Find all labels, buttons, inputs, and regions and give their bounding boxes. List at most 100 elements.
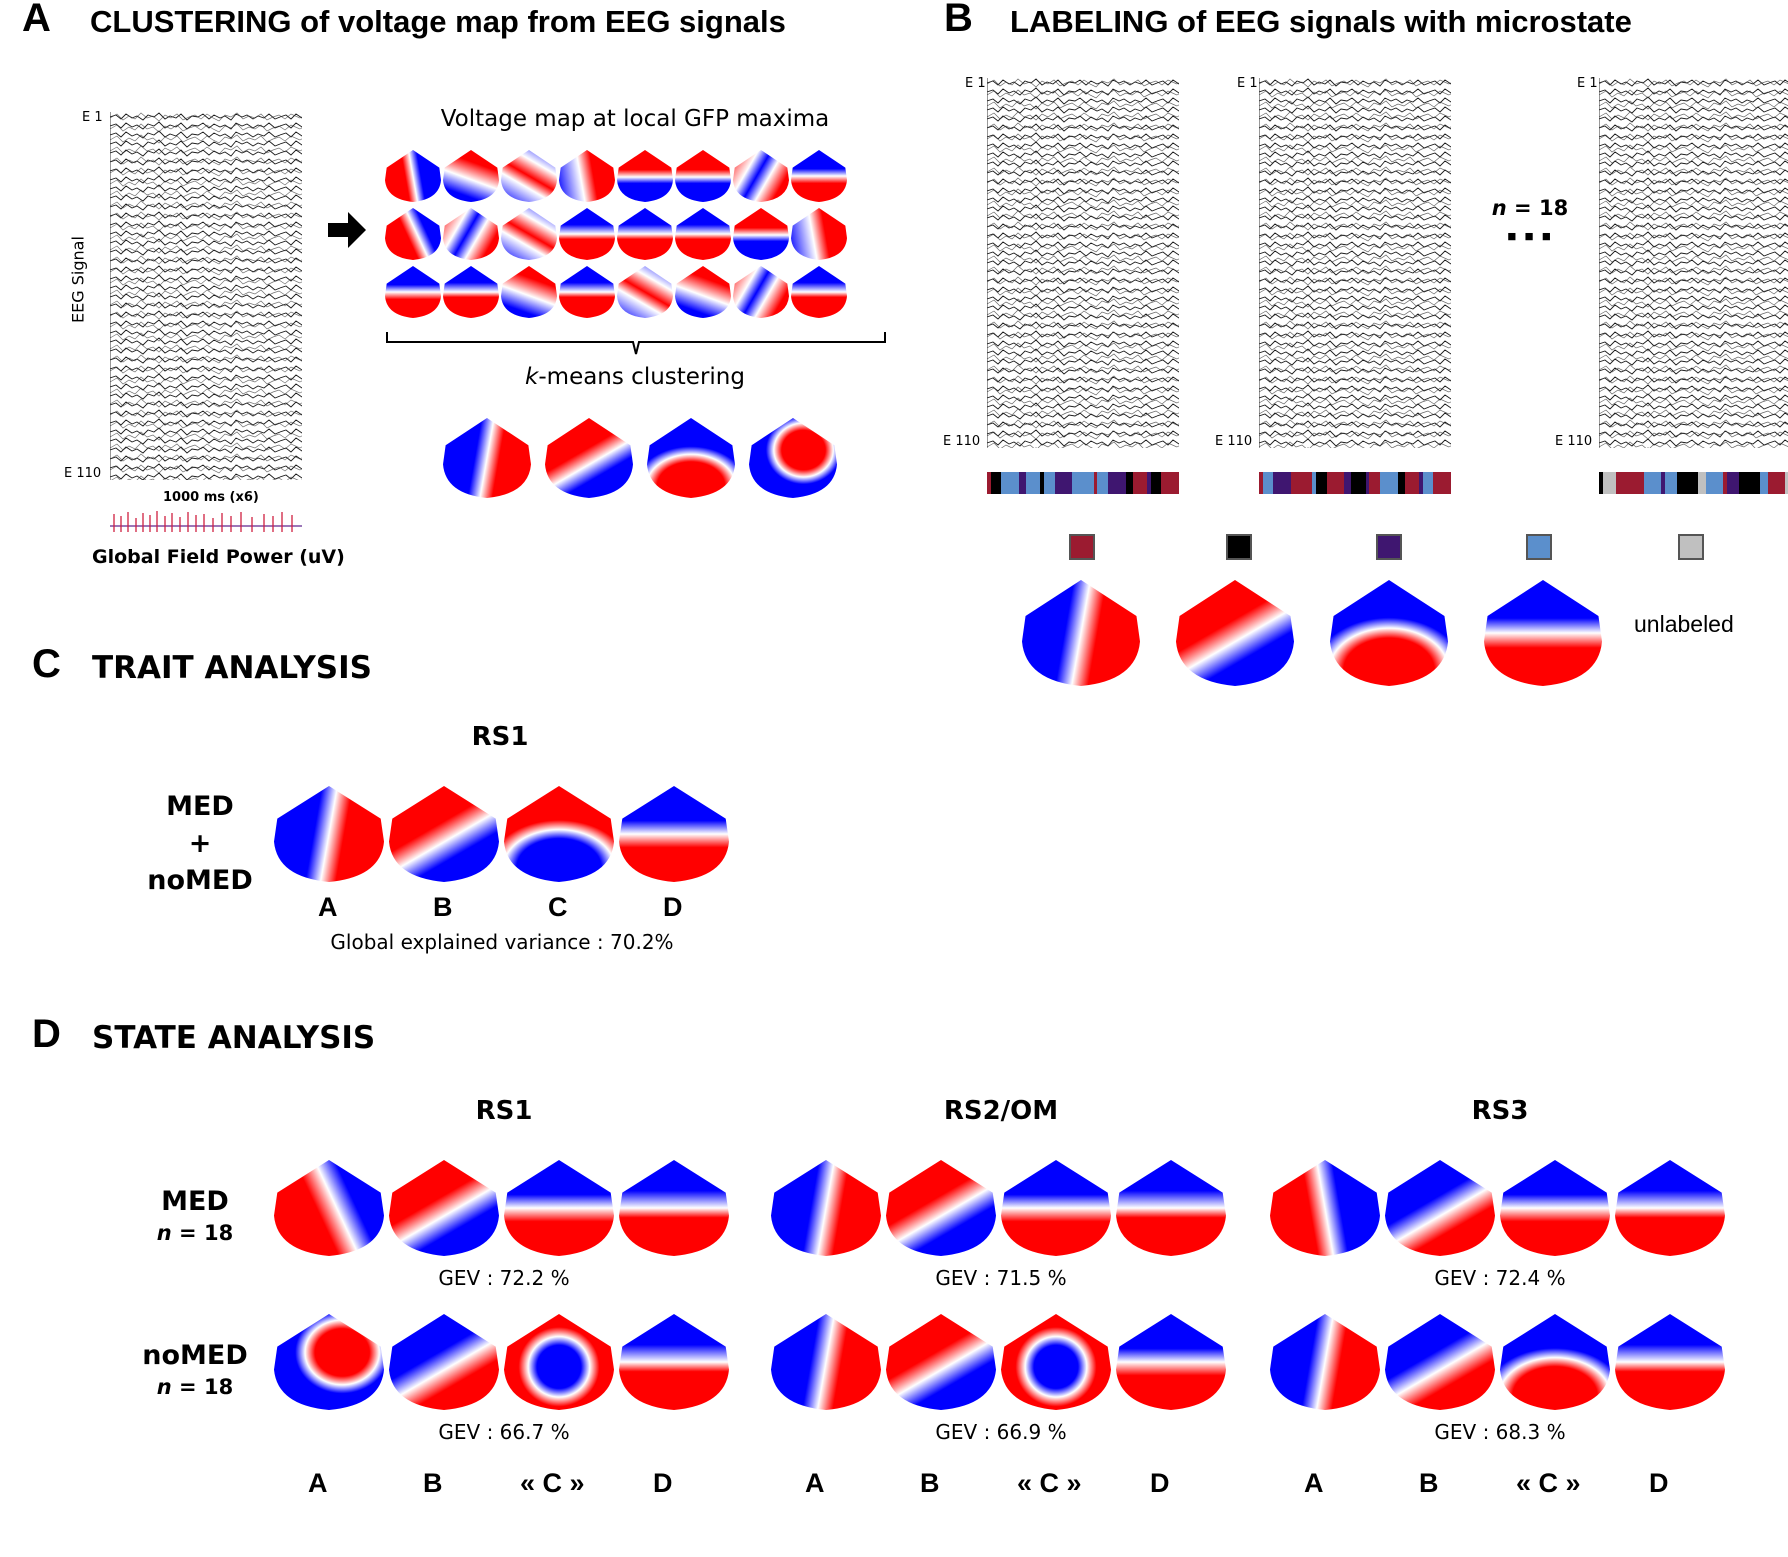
voltage-map	[559, 266, 615, 318]
state-map	[1270, 1160, 1380, 1256]
kmeans-map	[545, 418, 633, 498]
panel-b-letter: B	[944, 0, 973, 40]
sequence-segment	[1273, 472, 1292, 494]
sequence-segment	[1739, 472, 1761, 494]
voltage-map	[675, 266, 731, 318]
kmeans-label: k-means clustering	[385, 364, 885, 390]
sequence-segment	[1072, 472, 1080, 494]
sequence-segment	[1026, 472, 1041, 494]
maps-title: Voltage map at local GFP maxima	[440, 106, 830, 132]
voltage-map	[791, 266, 847, 318]
state-map	[274, 1160, 384, 1256]
kmeans-map	[647, 418, 735, 498]
state-map	[619, 1160, 729, 1256]
state-letter: A	[1304, 1468, 1324, 1498]
state-map	[1500, 1160, 1610, 1256]
panel-d-title: STATE ANALYSIS	[92, 1020, 376, 1056]
state-map	[1116, 1160, 1226, 1256]
state-letter: B	[920, 1468, 940, 1498]
sequence-segment	[1419, 472, 1423, 494]
voltage-map	[791, 150, 847, 202]
sequence-segment	[1599, 472, 1604, 494]
legend-swatch	[1069, 534, 1095, 560]
sequence-segment	[1603, 472, 1616, 494]
sequence-segment	[1422, 472, 1434, 494]
state-letter: A	[308, 1468, 328, 1498]
sequence-segment	[1397, 472, 1405, 494]
state-map	[1615, 1314, 1725, 1410]
state-gev: GEV : 68.3 %	[1434, 1420, 1566, 1444]
state-row-label: noMED n = 18	[130, 1340, 260, 1399]
panel-a-letter: A	[22, 0, 51, 40]
eeg-signal-a	[110, 112, 302, 480]
eeg-b-bottom-label: E 110	[1555, 434, 1593, 449]
sequence-segment	[1665, 472, 1678, 494]
state-letter: « C »	[1017, 1468, 1082, 1498]
microstate-sequence-bar	[1599, 472, 1788, 494]
state-gev: GEV : 72.2 %	[438, 1266, 570, 1290]
sequence-segment	[1706, 472, 1723, 494]
voltage-map	[385, 150, 441, 202]
kmeans-k: k	[525, 364, 539, 390]
state-map	[1385, 1160, 1495, 1256]
sequence-segment	[1001, 472, 1020, 494]
sequence-segment	[1125, 472, 1133, 494]
trait-letter: D	[663, 892, 683, 922]
labeled-microstate-map	[1022, 580, 1140, 686]
voltage-map	[733, 150, 789, 202]
ellipsis-dots: ■ ■ ■	[1507, 228, 1553, 245]
state-letter: « C »	[1516, 1468, 1581, 1498]
voltage-map	[791, 208, 847, 260]
sequence-segment	[1326, 472, 1345, 494]
trait-gev: Global explained variance : 70.2%	[330, 930, 674, 954]
voltage-map	[559, 150, 615, 202]
sequence-segment	[1760, 472, 1769, 494]
sequence-segment	[1404, 472, 1420, 494]
sequence-segment	[1291, 472, 1299, 494]
trait-letter: B	[433, 892, 453, 922]
sequence-segment	[1093, 472, 1098, 494]
row-label-nomed: noMED	[147, 865, 253, 896]
voltage-map	[501, 150, 557, 202]
sequence-segment	[1351, 472, 1366, 494]
sequence-segment	[1161, 472, 1180, 494]
sequence-segment	[990, 472, 1002, 494]
eeg-a-top-label: E 1	[82, 110, 103, 125]
gfp-trace	[110, 511, 302, 532]
state-letter: D	[653, 1468, 673, 1498]
panel-c-column-title: RS1	[471, 722, 529, 752]
panel-c-title: TRAIT ANALYSIS	[92, 650, 372, 686]
sequence-segment	[1660, 472, 1666, 494]
state-map	[1500, 1314, 1610, 1410]
state-map	[504, 1160, 614, 1256]
state-column-title: RS1	[475, 1096, 533, 1126]
trait-map	[274, 786, 384, 882]
voltage-map	[443, 208, 499, 260]
state-letter: D	[1649, 1468, 1669, 1498]
state-letter: B	[423, 1468, 443, 1498]
state-map	[504, 1314, 614, 1410]
trait-map	[619, 786, 729, 882]
sequence-segment	[1365, 472, 1370, 494]
arrow-right-icon	[328, 212, 366, 248]
microstate-sequence-bar	[987, 472, 1180, 494]
kmeans-rest: -means clustering	[538, 364, 745, 390]
state-gev: GEV : 71.5 %	[935, 1266, 1067, 1290]
sequence-segment	[1344, 472, 1352, 494]
state-row-n-italic: n	[156, 1221, 172, 1245]
eeg-a-bottom-label: E 110	[64, 466, 102, 481]
voltage-map	[443, 266, 499, 318]
sequence-segment	[1259, 472, 1263, 494]
legend-swatch	[1526, 534, 1552, 560]
sequence-segment	[1054, 472, 1073, 494]
state-letter: A	[805, 1468, 825, 1498]
state-map	[619, 1314, 729, 1410]
labeled-microstate-map	[1484, 580, 1602, 686]
state-map	[1001, 1314, 1111, 1410]
n-label-rest: = 18	[1506, 196, 1569, 220]
legend-swatch	[1376, 534, 1402, 560]
voltage-map	[559, 208, 615, 260]
eeg-signal-b	[1599, 78, 1788, 448]
kmeans-map	[443, 418, 531, 498]
state-map	[1001, 1160, 1111, 1256]
